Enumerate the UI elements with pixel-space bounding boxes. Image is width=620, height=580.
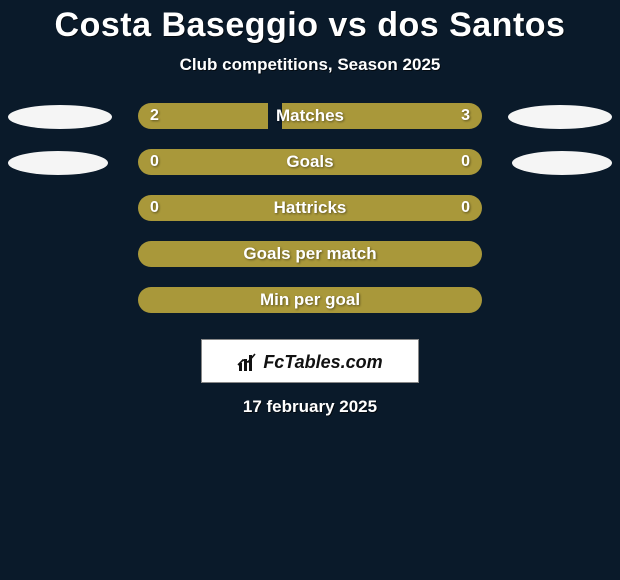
bar-left [138,195,482,221]
logo-text: FcTables.com [263,340,382,384]
page-subtitle: Club competitions, Season 2025 [0,55,620,75]
team-badge-right [512,151,612,175]
stat-row: Min per goal [0,287,620,313]
team-badge-right [508,105,612,129]
stat-value-right: 0 [461,195,470,221]
stat-value-left: 0 [150,149,159,175]
comparison-card: Costa Baseggio vs dos Santos Club compet… [0,0,620,417]
bar-track [138,149,482,175]
bar-left [138,241,482,267]
team-badge-left [8,105,112,129]
stat-value-right: 0 [461,149,470,175]
logo-box: FcTables.com [201,339,419,383]
stat-row: Goals per match [0,241,620,267]
page-title: Costa Baseggio vs dos Santos [0,6,620,45]
stat-row: Matches23 [0,103,620,129]
bar-right [282,103,482,129]
stat-rows: Matches23Goals00Hattricks00Goals per mat… [0,103,620,313]
stat-row: Goals00 [0,149,620,175]
stat-value-left: 2 [150,103,159,129]
bar-chart-icon [237,351,259,373]
bar-left [138,149,482,175]
team-badge-left [8,151,108,175]
stat-row: Hattricks00 [0,195,620,221]
bar-track [138,241,482,267]
date-label: 17 february 2025 [0,397,620,417]
bar-track [138,103,482,129]
stat-value-left: 0 [150,195,159,221]
stat-value-right: 3 [461,103,470,129]
bar-track [138,287,482,313]
bar-track [138,195,482,221]
bar-left [138,287,482,313]
